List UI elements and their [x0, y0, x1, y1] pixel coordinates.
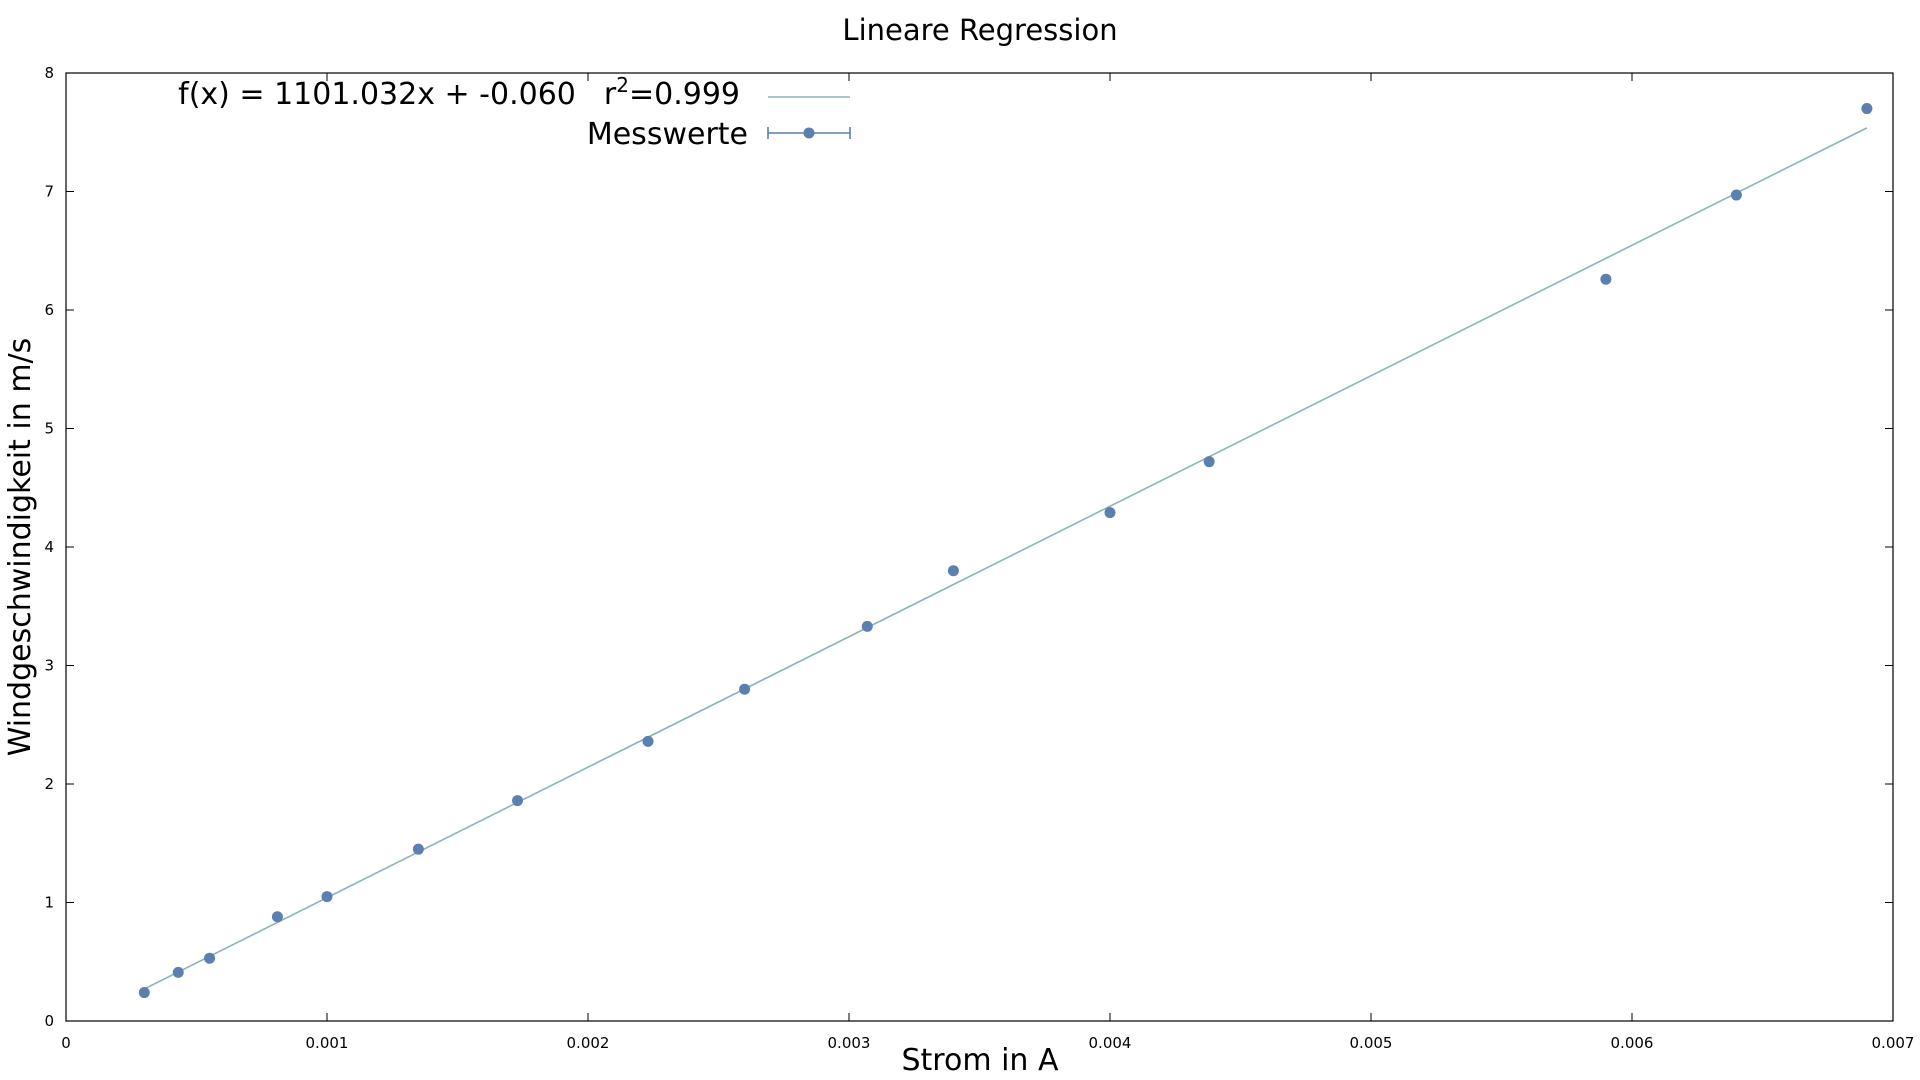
data-point	[321, 891, 333, 903]
data-point	[1104, 507, 1116, 519]
data-point	[642, 735, 654, 747]
data-point	[1730, 189, 1742, 201]
y-tick-label: 4	[44, 538, 54, 556]
data-point	[172, 966, 184, 978]
y-tick-label: 3	[44, 657, 54, 675]
legend-r-superscript: 2	[616, 73, 629, 97]
legend-fit-equation: f(x) = 1101.032x + -0.060	[178, 77, 576, 112]
data-point	[271, 911, 283, 923]
data-point	[138, 987, 150, 999]
x-axis-label: Strom in A	[901, 1043, 1058, 1078]
legend-r-symbol: r	[604, 77, 617, 112]
data-point	[412, 843, 424, 855]
chart-title: Lineare Regression	[842, 13, 1117, 47]
y-tick-label: 6	[44, 301, 54, 319]
y-tick-label: 8	[44, 64, 54, 82]
data-point	[1861, 103, 1873, 115]
y-tick-label: 2	[44, 775, 54, 793]
x-tick-label: 0.005	[1350, 1034, 1393, 1052]
data-point	[512, 795, 524, 807]
data-point	[947, 565, 959, 577]
data-point	[204, 952, 216, 964]
y-axis-label: Windgeschwindigkeit in m/s	[3, 338, 38, 757]
plot-frame	[65, 72, 1894, 1022]
data-point	[1600, 273, 1612, 285]
legend-fit-label: f(x) = 1101.032x + -0.060 r2=0.999	[178, 73, 740, 112]
data-point	[739, 683, 751, 695]
x-tick-label: 0.001	[306, 1034, 349, 1052]
regression-line	[143, 127, 1868, 990]
y-tick-label: 5	[44, 420, 54, 438]
legend-points-swatch	[767, 127, 851, 139]
y-tick-label: 0	[44, 1012, 54, 1030]
x-tick-label: 0.002	[567, 1034, 610, 1052]
legend-r-value: =0.999	[629, 77, 740, 112]
legend-measurements-label: Messwerte	[587, 117, 748, 152]
y-tick-labels: 0 1 2 3 4 5 6 7 8	[44, 64, 54, 1030]
y-tick-label: 1	[44, 894, 54, 912]
x-tick-labels: 0 0.001 0.002 0.003 0.004 0.005 0.006 0.007	[61, 1034, 1914, 1052]
axis-ticks	[65, 72, 1894, 1022]
x-tick-label: 0.003	[828, 1034, 871, 1052]
legend: f(x) = 1101.032x + -0.060 r2=0.999 Messwe…	[178, 73, 851, 152]
x-tick-label: 0.007	[1872, 1034, 1915, 1052]
data-point	[1203, 456, 1215, 468]
x-tick-label: 0	[61, 1034, 71, 1052]
x-tick-label: 0.006	[1611, 1034, 1654, 1052]
x-tick-label: 0.004	[1089, 1034, 1132, 1052]
data-points	[138, 103, 1873, 999]
y-tick-label: 7	[44, 183, 54, 201]
data-point	[861, 620, 873, 632]
